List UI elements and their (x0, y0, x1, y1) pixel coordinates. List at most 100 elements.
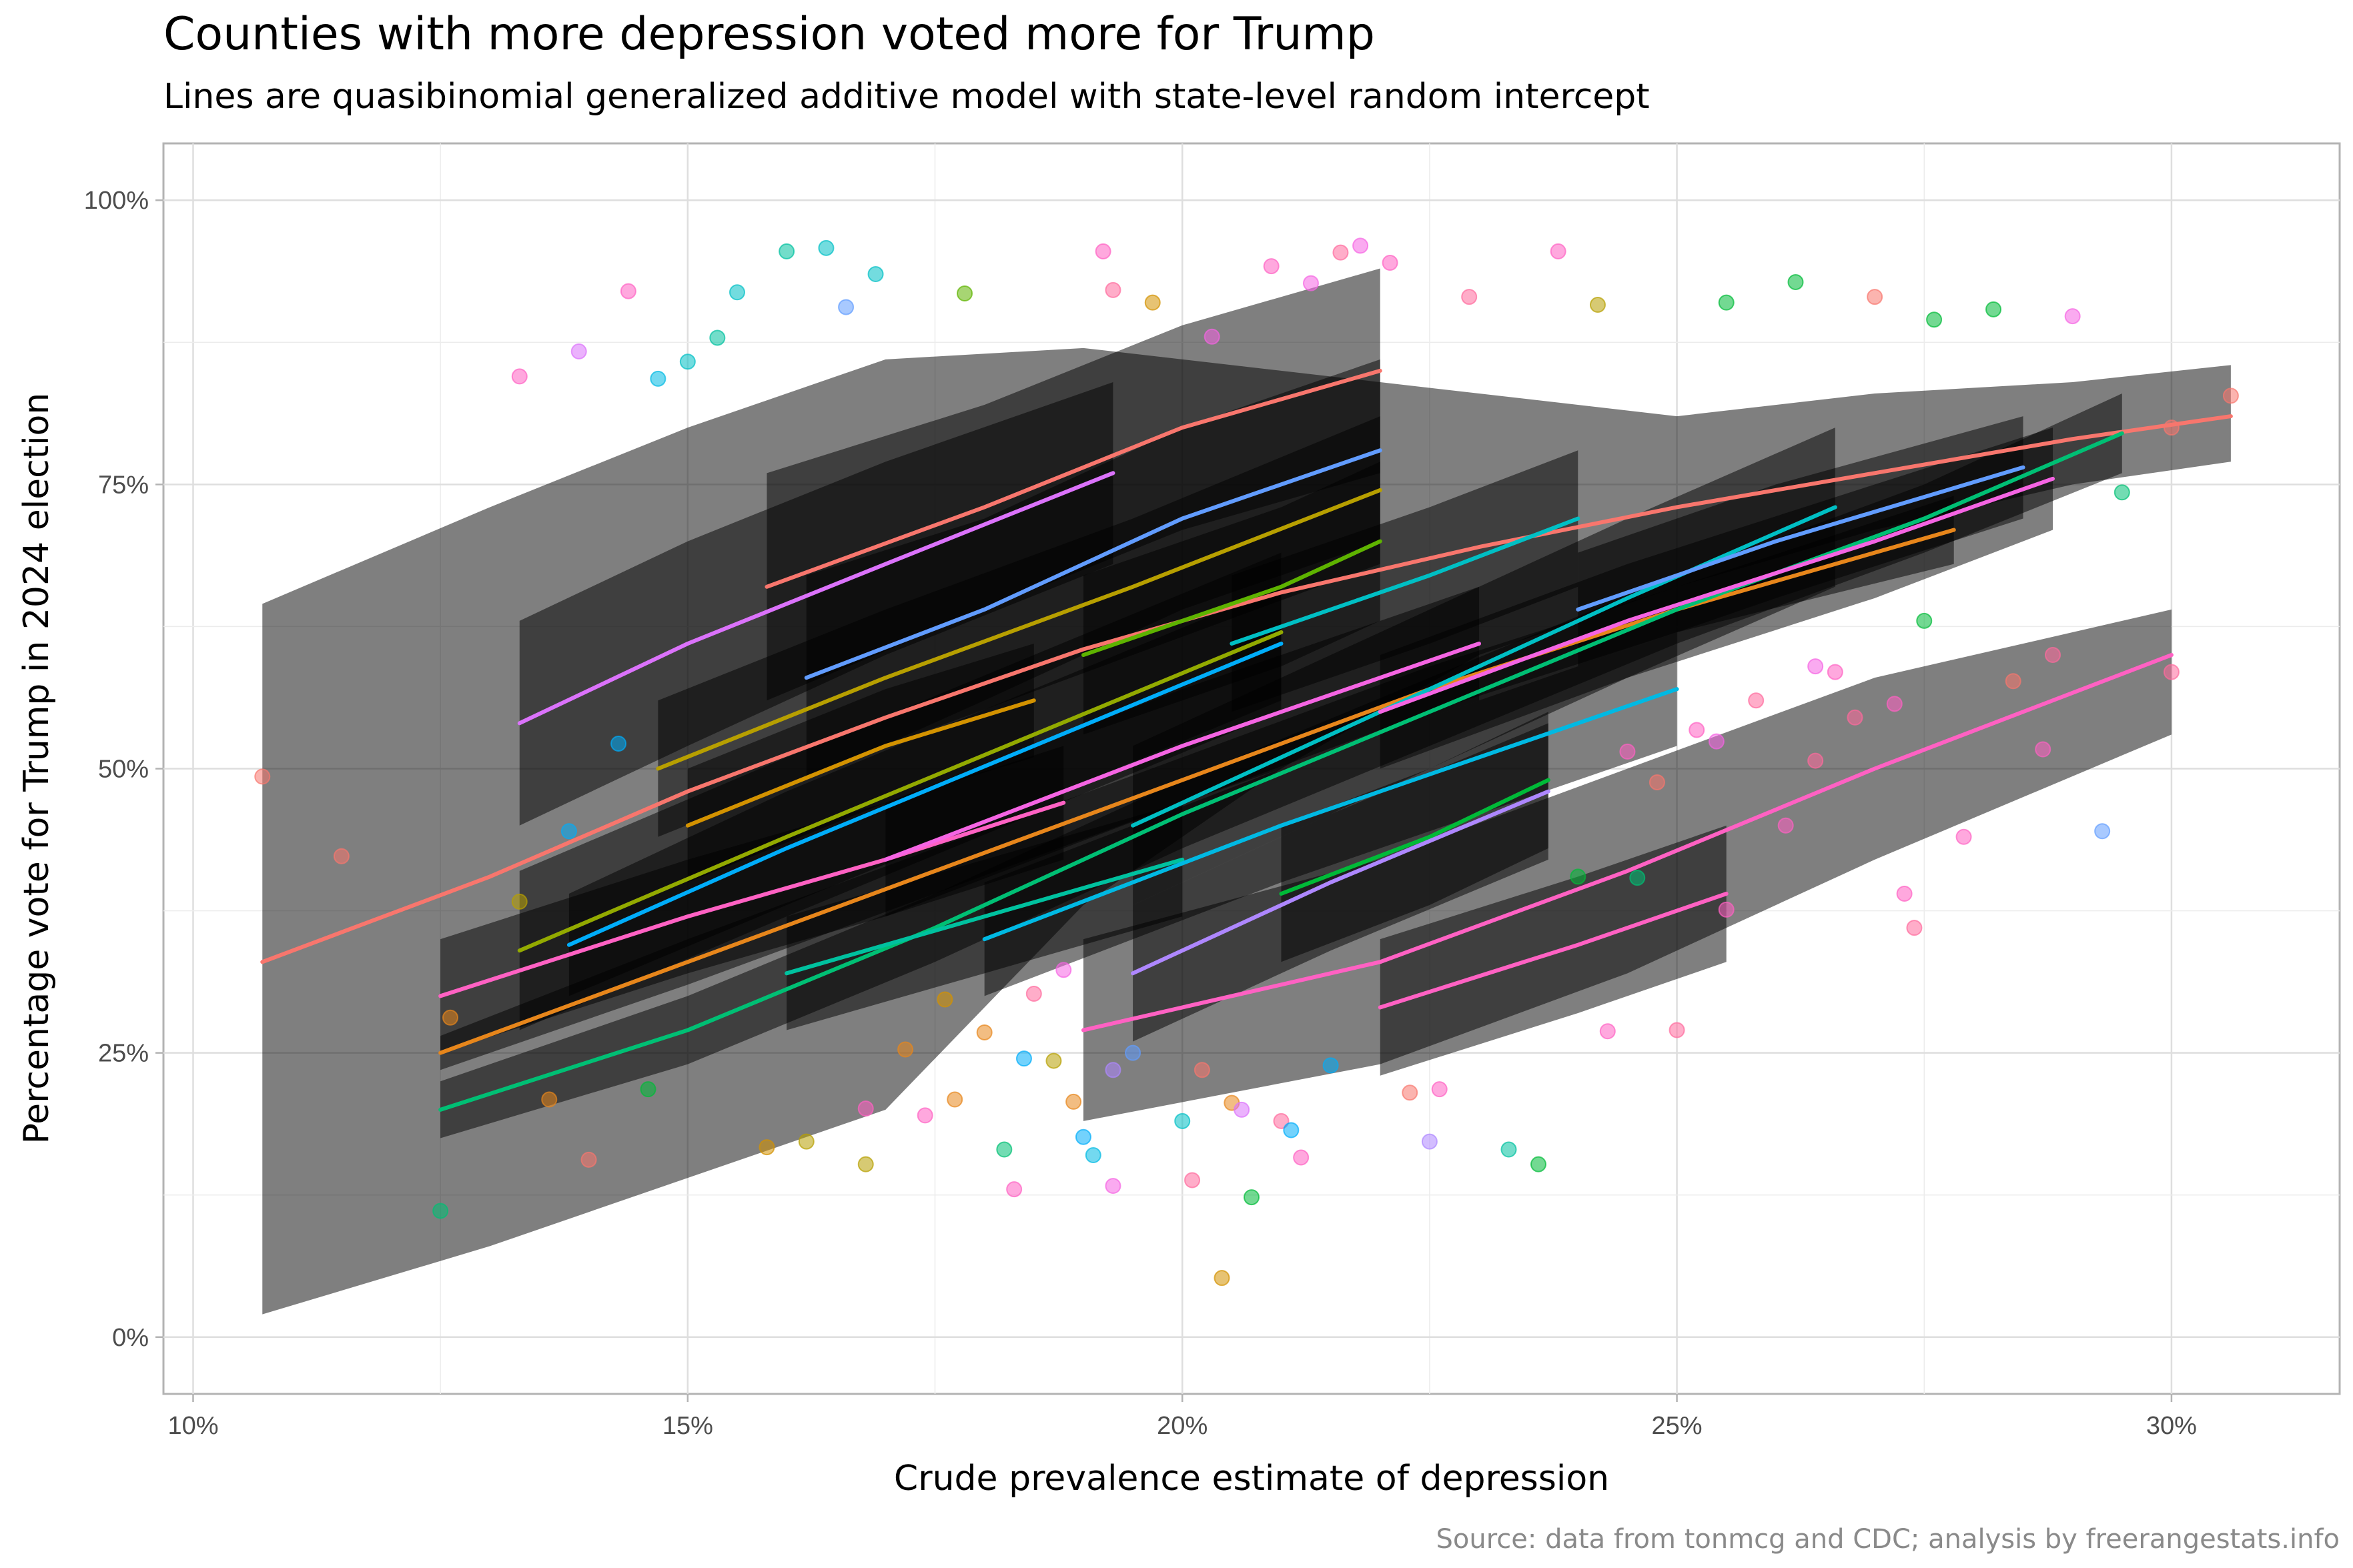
county-point (818, 239, 835, 256)
state-fitted-line (517, 630, 1284, 953)
county-point (1332, 244, 1349, 261)
county-point (1955, 828, 1972, 845)
chart-subtitle: Lines are quasibinomial generalized addi… (163, 77, 1650, 117)
county-point (1065, 1093, 1082, 1110)
county-point (650, 370, 666, 387)
state-fitted-line (1081, 539, 1382, 658)
county-point (1926, 311, 1943, 328)
county-point (1184, 1172, 1201, 1189)
county-point (1827, 664, 1843, 680)
county-point (1629, 870, 1646, 886)
county-point (759, 1139, 775, 1156)
x-tick-label: 10% (167, 1412, 218, 1440)
county-point (570, 343, 587, 359)
y-tick-label: 25% (98, 1040, 149, 1068)
state-fitted-line (1279, 778, 1550, 896)
county-point (1234, 1101, 1250, 1118)
county-point (1431, 1081, 1448, 1098)
county-point (1787, 273, 1804, 290)
state-fitted-line (785, 857, 1185, 976)
county-point (1708, 733, 1725, 750)
county-point (1322, 1057, 1339, 1074)
county-point (1867, 289, 1883, 305)
county-point (857, 1100, 874, 1117)
state-fitted-line (1576, 465, 2025, 612)
county-point (2045, 647, 2061, 664)
county-point (1352, 237, 1369, 254)
county-point (838, 299, 855, 315)
county-point (1263, 258, 1280, 275)
county-point (1649, 774, 1665, 790)
state-fitted-line (1081, 653, 2174, 1032)
county-point (779, 243, 795, 259)
state-fitted-line (1378, 476, 2055, 714)
county-point (1748, 692, 1765, 709)
county-point (620, 283, 636, 299)
county-point (2035, 741, 2051, 758)
scatter-points (254, 237, 2239, 1287)
county-point (1144, 294, 1161, 311)
y-tick-label: 100% (84, 187, 149, 215)
county-point (957, 285, 973, 301)
y-axis-title: Percentage vote for Trump in 2024 electi… (17, 393, 57, 1144)
county-point (511, 368, 528, 385)
county-point (1589, 297, 1606, 313)
county-point (1777, 817, 1794, 834)
county-point (1570, 868, 1586, 885)
county-point (1599, 1023, 1616, 1040)
county-point (1006, 1181, 1023, 1198)
county-point (580, 1151, 597, 1168)
county-point (996, 1141, 1013, 1158)
county-point (560, 823, 577, 840)
state-fitted-line (1131, 789, 1550, 976)
county-point (1619, 743, 1636, 760)
county-point (1916, 612, 1933, 629)
county-point (2064, 308, 2081, 325)
county-point (1273, 1112, 1290, 1129)
county-point (1382, 254, 1398, 271)
county-point (1244, 1189, 1260, 1206)
county-point (1025, 986, 1042, 1002)
county-point (1283, 1122, 1300, 1138)
county-point (432, 1203, 449, 1219)
county-point (1204, 328, 1220, 345)
state-fitted-line (685, 698, 1036, 828)
fitted-lines (260, 368, 2233, 1112)
county-point (1847, 709, 1863, 726)
x-tick-label: 15% (662, 1412, 713, 1440)
county-point (640, 1081, 656, 1098)
county-point (610, 736, 627, 752)
county-point (541, 1091, 558, 1108)
county-point (1085, 1147, 1101, 1164)
county-point (1075, 1128, 1091, 1145)
county-point (798, 1133, 815, 1150)
county-point (729, 284, 745, 301)
county-point (1896, 886, 1913, 902)
state-fitted-line (260, 414, 2233, 964)
county-point (1669, 1022, 1685, 1038)
county-point (1807, 658, 1824, 675)
county-point (1125, 1044, 1141, 1061)
x-tick-label: 25% (1652, 1412, 1703, 1440)
state-fitted-line (1230, 516, 1580, 646)
y-tick-label: 0% (112, 1324, 149, 1352)
county-point (2163, 664, 2180, 680)
county-point (897, 1041, 914, 1058)
state-fitted-line (765, 368, 1382, 589)
county-point (1500, 1141, 1517, 1158)
county-point (2222, 387, 2239, 404)
county-point (1886, 696, 1903, 712)
county-point (1530, 1156, 1546, 1172)
state-fitted-line (517, 471, 1115, 726)
county-point (1214, 1270, 1230, 1287)
x-axis-title: Crude prevalence estimate of depression (894, 1459, 1609, 1499)
county-point (2005, 673, 2021, 690)
county-point (2113, 484, 2130, 501)
county-point (917, 1107, 933, 1124)
state-fitted-line (982, 687, 1679, 942)
state-fitted-line (566, 642, 1284, 947)
county-point (333, 848, 350, 864)
chart-caption: Source: data from tonmcg and CDC; analys… (1436, 1524, 2340, 1555)
state-fitted-line (1131, 505, 1837, 828)
county-point (1105, 281, 1121, 298)
